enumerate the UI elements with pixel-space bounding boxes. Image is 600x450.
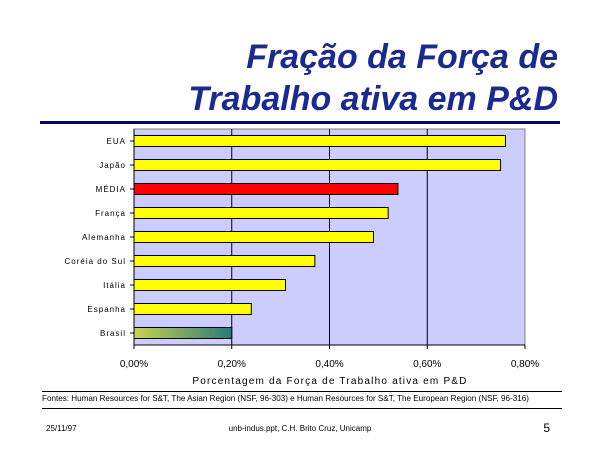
slide-title: Fração da Força de Trabalho ativa em P&D: [78, 36, 558, 120]
bar: [133, 207, 389, 219]
slide-title-line2: Trabalho ativa em P&D: [188, 80, 558, 118]
x-tick-label: 0,40%: [315, 359, 343, 370]
bar: [133, 183, 399, 195]
bar: [133, 279, 287, 291]
bar: [133, 327, 233, 339]
y-tick-label: Brasil: [100, 329, 126, 338]
title-divider: [40, 121, 560, 124]
footer-date: 25/11/97: [46, 424, 77, 433]
x-tick-label: 0,20%: [218, 359, 246, 370]
x-tick-label: 0,80%: [511, 359, 539, 370]
bar: [133, 135, 506, 147]
x-tick-label: 0,60%: [413, 359, 441, 370]
bar: [133, 303, 252, 315]
slide-title-line1: Fração da Força de: [246, 38, 558, 76]
y-tick-label: Itália: [103, 281, 126, 290]
y-tick-label: Japão: [99, 161, 126, 170]
bar: [133, 159, 502, 171]
y-tick-label: Coréia do Sul: [65, 257, 126, 266]
bar: [133, 231, 374, 243]
x-tick-label: 0,00%: [120, 359, 148, 370]
y-tick-label: Espanha: [87, 305, 126, 314]
bar: [133, 255, 316, 267]
page-number: 5: [543, 421, 550, 435]
y-tick-label: MÉDIA: [96, 185, 126, 194]
source-note: Fontes: Human Resources for S&T, The Asi…: [42, 391, 562, 409]
x-axis-label: Porcentagem da Força de Trabalho ativa e…: [192, 376, 467, 387]
y-tick-label: Alemanha: [82, 233, 126, 242]
footer-credit: unb-indus.ppt, C.H. Brito Cruz, Unicamp: [228, 424, 372, 433]
y-tick-label: França: [95, 209, 126, 218]
y-tick-label: EUA: [107, 137, 126, 146]
